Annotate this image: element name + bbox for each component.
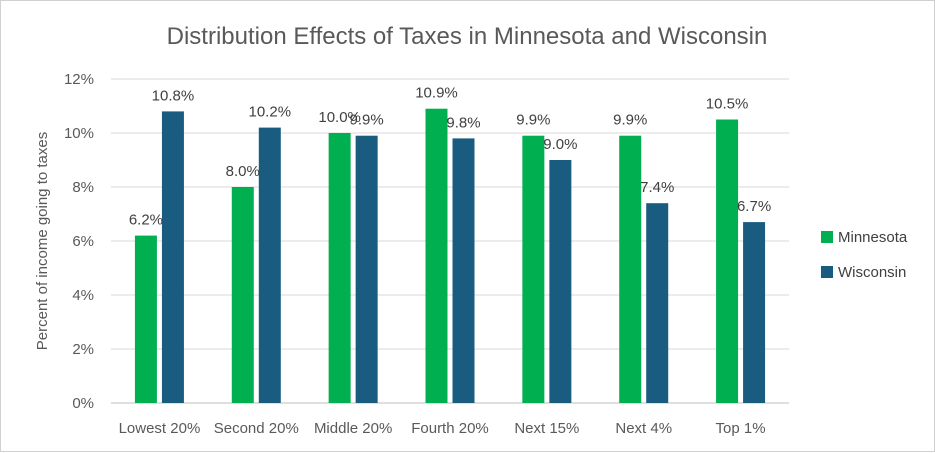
data-label: 9.9% [613, 112, 647, 129]
bar-wisconsin [549, 160, 572, 403]
x-category-label: Middle 20% [314, 420, 392, 437]
x-axis-categories: Lowest 20% Second 20% Middle 20% Fourth 20%… [119, 420, 766, 437]
legend-label-minnesota: Minnesota [838, 229, 908, 246]
x-category-label: Next 15% [514, 420, 579, 437]
data-label: 10.5% [706, 96, 749, 113]
x-category-label: Top 1% [716, 420, 766, 437]
bar-minnesota [328, 133, 351, 403]
chart-title: Distribution Effects of Taxes in Minneso… [167, 23, 768, 50]
legend: Minnesota Wisconsin [821, 229, 908, 281]
data-labels: 6.2%10.8%8.0%10.2% 10.0%9.9%10.9%9.8% 9.9%… [129, 85, 771, 229]
bar-minnesota [134, 235, 157, 403]
bar-wisconsin [355, 135, 378, 403]
data-label: 7.4% [640, 179, 674, 196]
y-tick-label: 6% [72, 233, 94, 250]
data-label: 6.7% [737, 198, 771, 215]
y-tick-label: 4% [72, 287, 94, 304]
data-label: 9.9% [516, 112, 550, 129]
bar-wisconsin [452, 138, 475, 403]
y-tick-label: 0% [72, 395, 94, 412]
data-label: 9.9% [350, 112, 384, 129]
y-tick-label: 2% [72, 341, 94, 358]
data-label: 10.2% [249, 104, 292, 121]
bar-wisconsin [161, 111, 184, 404]
bars [134, 108, 766, 404]
legend-swatch-minnesota [821, 231, 833, 243]
y-axis-ticks: 0% 2% 4% 6% 8% 10% 12% [64, 71, 94, 412]
x-category-label: Next 4% [615, 420, 672, 437]
y-tick-label: 10% [64, 125, 94, 142]
data-label: 8.0% [226, 163, 260, 180]
bar-minnesota [619, 135, 642, 403]
data-label: 10.0% [318, 109, 361, 126]
bar-minnesota [522, 135, 545, 403]
legend-label-wisconsin: Wisconsin [838, 264, 906, 281]
bar-wisconsin [258, 127, 281, 403]
data-label: 10.9% [415, 85, 458, 102]
data-label: 6.2% [129, 212, 163, 229]
x-category-label: Lowest 20% [119, 420, 201, 437]
y-axis-label: Percent of income going to taxes [34, 132, 51, 350]
bar-wisconsin [646, 203, 669, 403]
data-label: 9.8% [446, 114, 480, 131]
data-label: 9.0% [543, 136, 577, 153]
bar-minnesota [425, 108, 448, 403]
bar-minnesota [231, 187, 254, 403]
legend-swatch-wisconsin [821, 266, 833, 278]
bar-minnesota [716, 119, 739, 403]
gridlines [111, 78, 789, 404]
data-label: 10.8% [152, 87, 195, 104]
y-tick-label: 12% [64, 71, 94, 88]
y-tick-label: 8% [72, 179, 94, 196]
x-category-label: Second 20% [214, 420, 299, 437]
bar-wisconsin [743, 222, 766, 403]
x-category-label: Fourth 20% [411, 420, 489, 437]
